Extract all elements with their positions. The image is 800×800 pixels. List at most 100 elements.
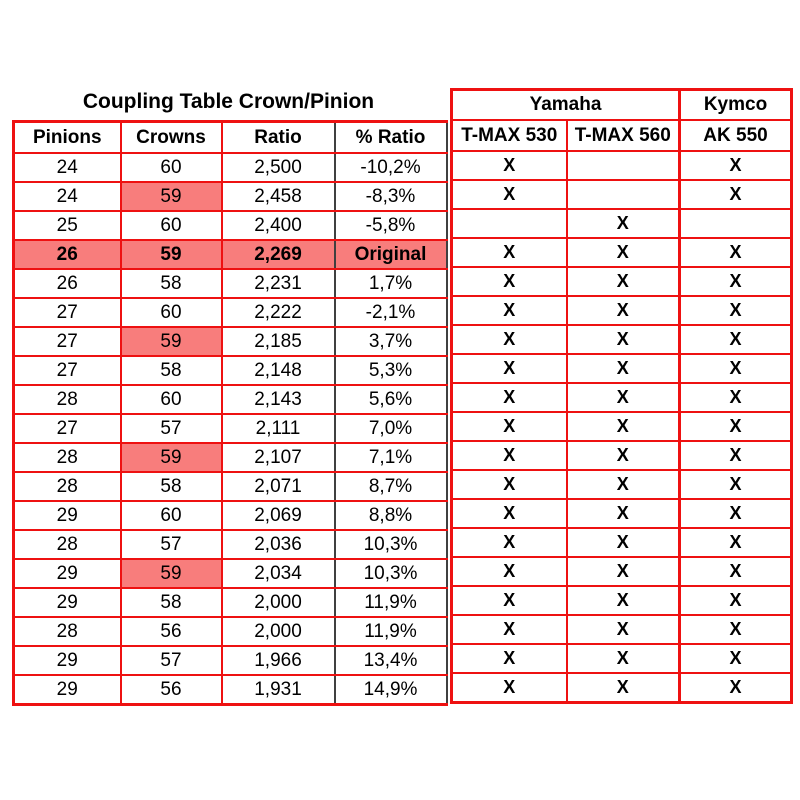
table-cell: 2,143 <box>220 384 336 415</box>
fitment-cell: X <box>678 614 793 645</box>
fitment-cell: X <box>565 266 682 297</box>
table-cell: 60 <box>119 500 223 531</box>
table-row: 28 58 2,071 8,7% <box>12 471 448 502</box>
fitment-cell: X <box>450 411 568 442</box>
table-row: 27 57 2,111 7,0% <box>12 413 448 444</box>
fitment-cell: X <box>450 382 568 413</box>
group-header-row: Yamaha Kymco <box>450 88 793 121</box>
table-cell: 13,4% <box>333 645 448 676</box>
table-cell: 59 <box>119 326 223 357</box>
table-cell: 11,9% <box>333 616 448 647</box>
table-cell: 58 <box>119 471 223 502</box>
table-cell: 58 <box>119 587 223 618</box>
fitment-cell: X <box>678 353 793 384</box>
table-row: 29 60 2,069 8,8% <box>12 500 448 531</box>
fitment-cell: X <box>450 556 568 587</box>
table-row: 28 60 2,143 5,6% <box>12 384 448 415</box>
table-cell: 27 <box>12 297 122 328</box>
fitment-cell <box>450 208 568 239</box>
fitment-cell: X <box>565 643 682 674</box>
table-cell: 24 <box>12 181 122 212</box>
group-header-kymco: Kymco <box>678 88 793 121</box>
table-cell: 59 <box>119 442 223 473</box>
table-row: X <box>450 208 793 239</box>
table-row: 24 60 2,500 -10,2% <box>12 152 448 183</box>
table-cell: 2,000 <box>220 616 336 647</box>
table-row: 27 59 2,185 3,7% <box>12 326 448 357</box>
table-cell: 56 <box>119 616 223 647</box>
table-cell: 2,148 <box>220 355 336 386</box>
table-cell: 28 <box>12 616 122 647</box>
table-cell: 11,9% <box>333 587 448 618</box>
table-row: 26 59 2,269 Original <box>12 239 448 270</box>
table-cell: 2,034 <box>220 558 336 589</box>
fitment-cell: X <box>678 324 793 355</box>
table-cell: 59 <box>119 558 223 589</box>
column-header-tmax530: T-MAX 530 <box>450 119 568 152</box>
table-cell: 5,3% <box>333 355 448 386</box>
fitment-cell: X <box>565 556 682 587</box>
table-cell: 58 <box>119 355 223 386</box>
table-cell: 2,458 <box>220 181 336 212</box>
table-cell: 56 <box>119 674 223 706</box>
table-cell: 26 <box>12 239 122 270</box>
fitment-cell <box>565 150 682 181</box>
fitment-cell: X <box>450 585 568 616</box>
fitment-cell <box>678 208 793 239</box>
table-row: 27 60 2,222 -2,1% <box>12 297 448 328</box>
table-cell: 57 <box>119 529 223 560</box>
table-cell: 2,231 <box>220 268 336 299</box>
table-cell: 1,931 <box>220 674 336 706</box>
table-cell: 60 <box>119 210 223 241</box>
table-cell: 60 <box>119 384 223 415</box>
table-cell: 29 <box>12 587 122 618</box>
table-cell: Original <box>333 239 448 270</box>
fitment-cell: X <box>678 179 793 210</box>
fitment-cell: X <box>450 643 568 674</box>
table-cell: 25 <box>12 210 122 241</box>
table-cell: 8,7% <box>333 471 448 502</box>
table-cell: 29 <box>12 645 122 676</box>
table-cell: 59 <box>119 239 223 270</box>
fitment-cell: X <box>678 237 793 268</box>
table-cell: 60 <box>119 152 223 183</box>
fitment-cell: X <box>565 237 682 268</box>
fitment-cell: X <box>565 353 682 384</box>
fitment-cell: X <box>678 527 793 558</box>
fitment-cell: X <box>678 498 793 529</box>
fitment-cell: X <box>565 411 682 442</box>
table-row: 27 58 2,148 5,3% <box>12 355 448 386</box>
fitment-cell: X <box>450 498 568 529</box>
table-cell: 2,269 <box>220 239 336 270</box>
fitment-cell: X <box>450 614 568 645</box>
table-cell: 29 <box>12 500 122 531</box>
table-cell: 28 <box>12 471 122 502</box>
column-header-tmax560: T-MAX 560 <box>565 119 682 152</box>
table-cell: 28 <box>12 529 122 560</box>
fitment-cell: X <box>678 150 793 181</box>
column-header-ratio: Ratio <box>220 120 336 154</box>
fitment-cell: X <box>565 614 682 645</box>
table-cell: 2,500 <box>220 152 336 183</box>
fitment-cell: X <box>678 295 793 326</box>
table-cell: 2,222 <box>220 297 336 328</box>
header-row: Pinions Crowns Ratio % Ratio <box>12 120 448 154</box>
table-row: 24 59 2,458 -8,3% <box>12 181 448 212</box>
fitment-cell: X <box>565 585 682 616</box>
table-cell: 24 <box>12 152 122 183</box>
table-row: 26 58 2,231 1,7% <box>12 268 448 299</box>
fitment-cell: X <box>450 353 568 384</box>
fitment-cell: X <box>450 527 568 558</box>
table-cell: 2,069 <box>220 500 336 531</box>
